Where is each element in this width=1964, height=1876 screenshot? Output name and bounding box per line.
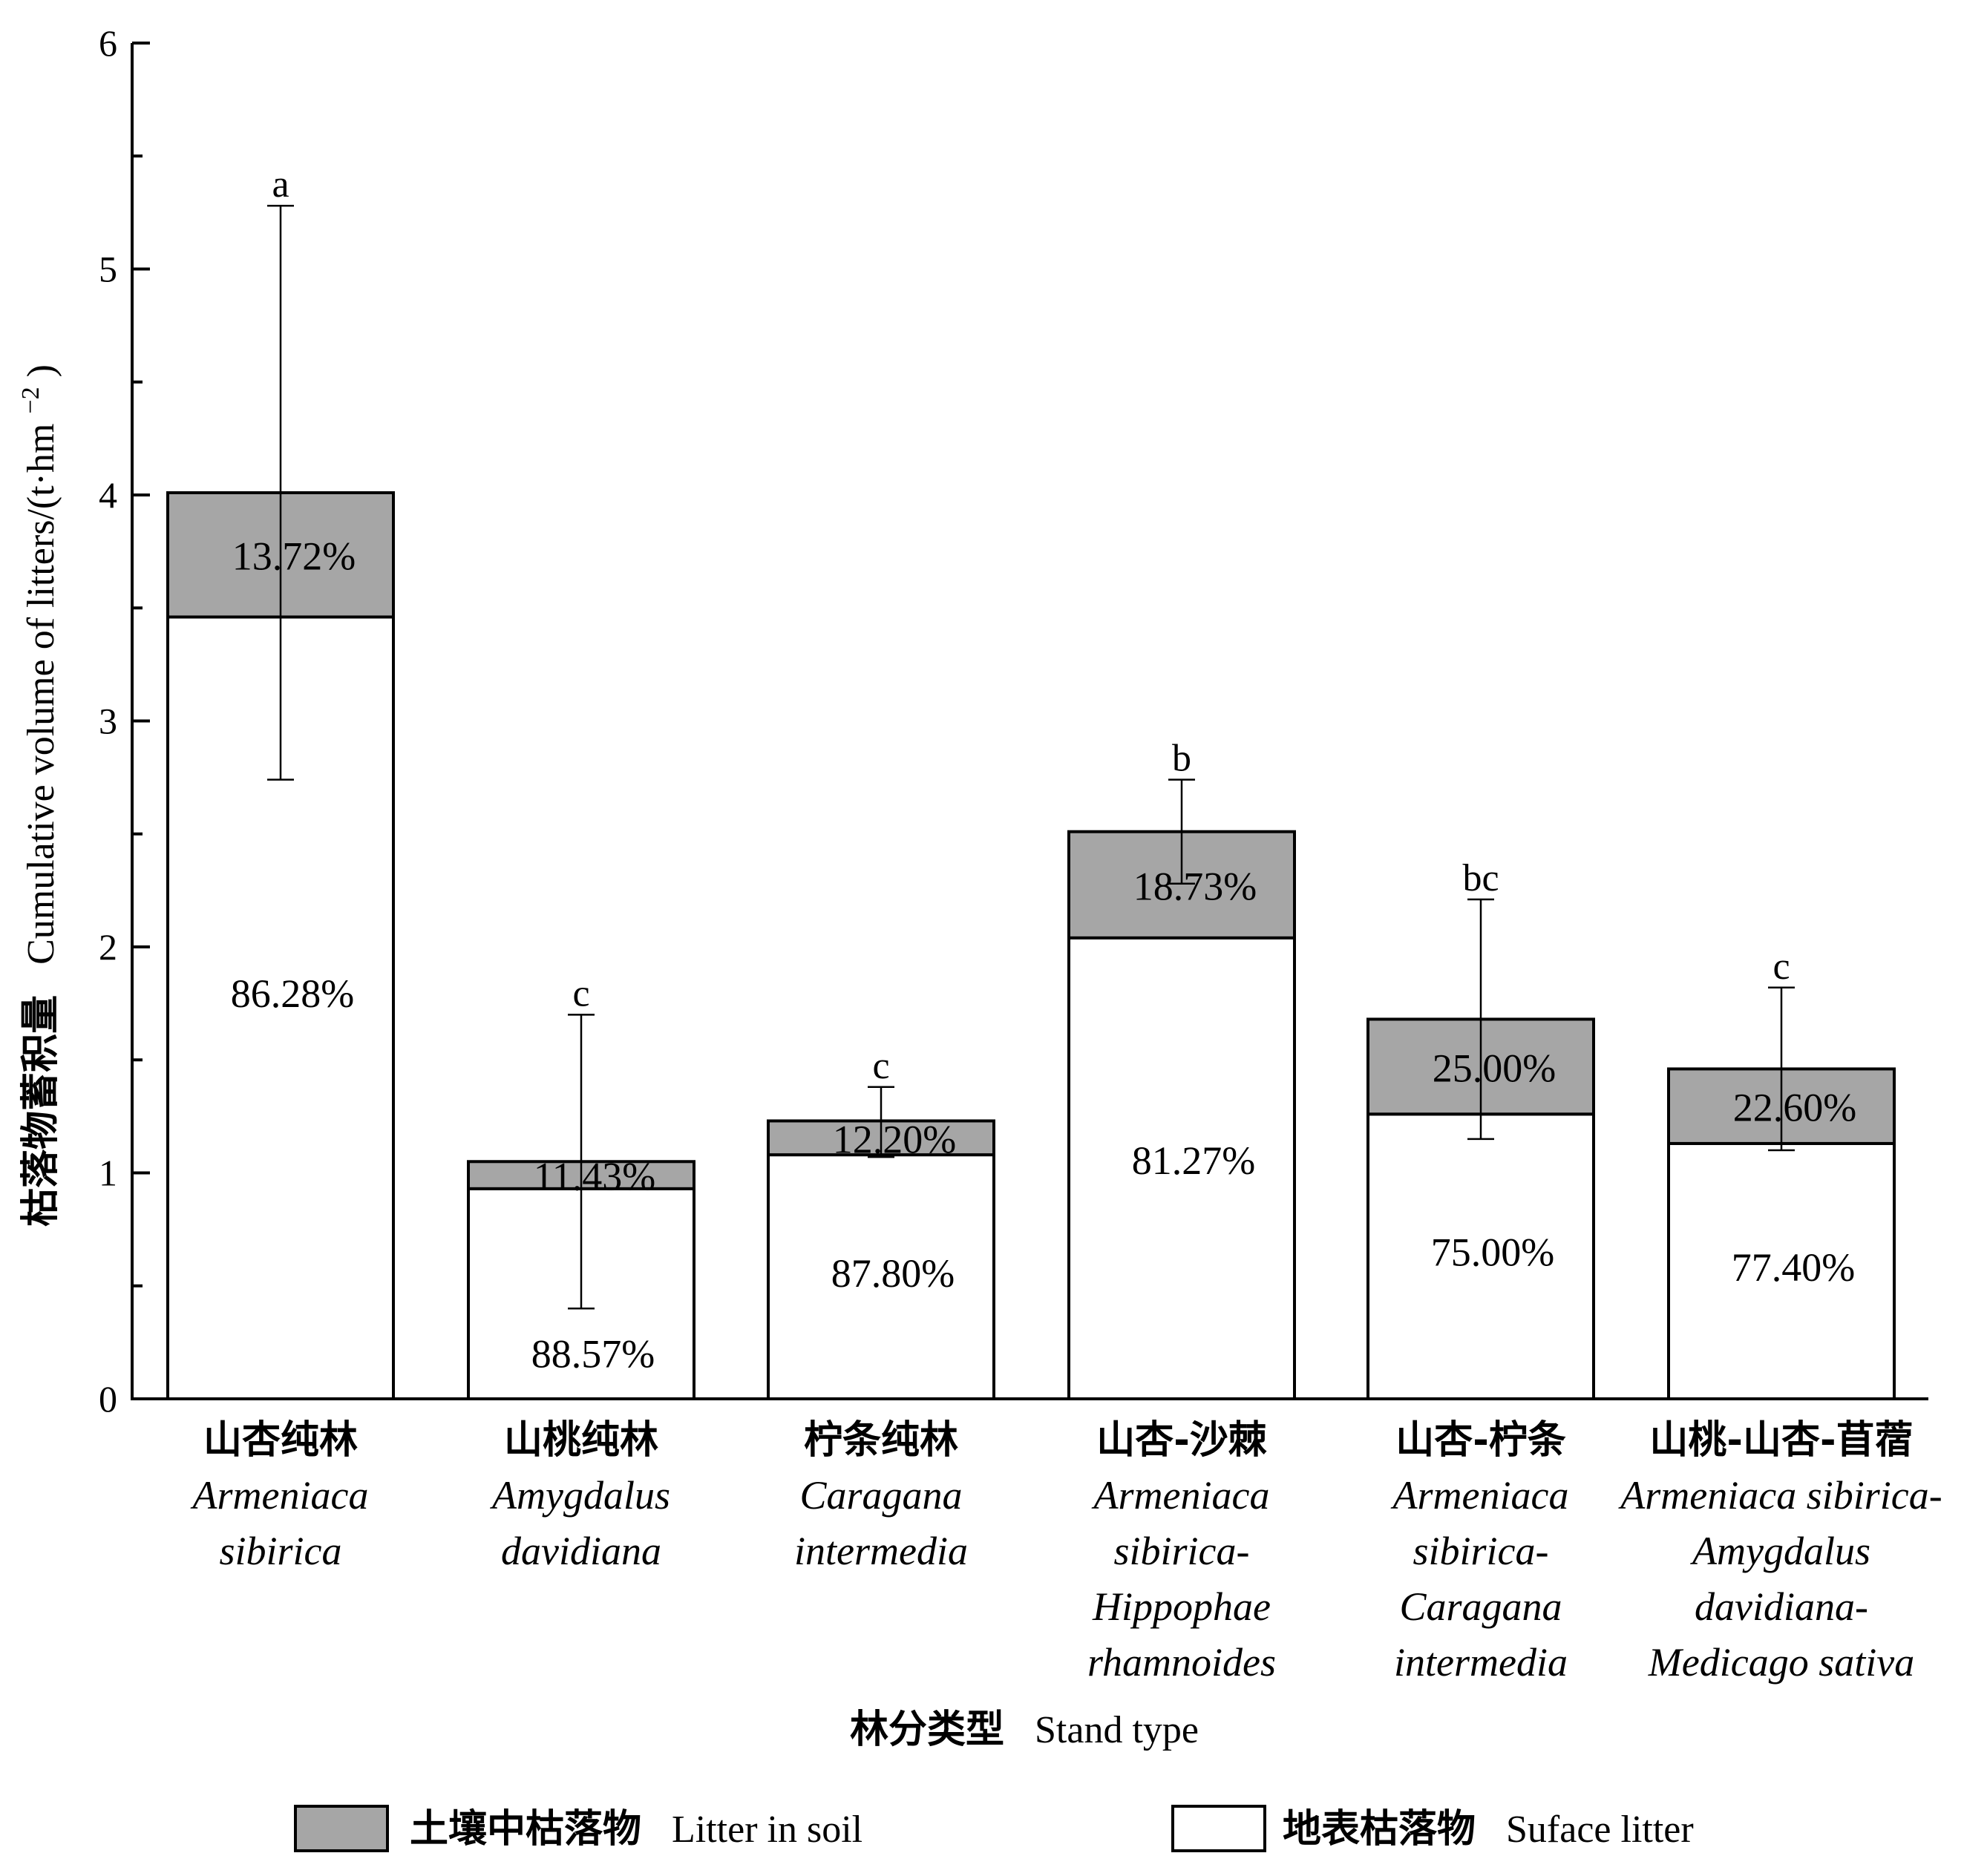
significance-letter: a (272, 163, 289, 206)
data-label-litter-in-soil: 11.43% (534, 1155, 655, 1199)
category-label-zh: 山杏-沙棘 (1096, 1418, 1267, 1463)
category-label-latin: Caragana (799, 1473, 962, 1518)
category-label-latin: Amygdalus (490, 1473, 670, 1518)
legend-label-en: Litter in soil (672, 1808, 862, 1851)
legend-label-zh: 地表枯落物 (1283, 1807, 1476, 1852)
data-label-surface-litter: 87.80% (831, 1251, 955, 1296)
category-label-latin: intermedia (794, 1529, 968, 1573)
error-bar (267, 204, 294, 781)
x-axis-title: 林分类型 Stand type (850, 1708, 1199, 1752)
data-label-litter-in-soil: 18.73% (1133, 864, 1257, 908)
significance-letter: c (572, 972, 589, 1014)
category-label-latin: Armeniaca sibirica- (1618, 1473, 1942, 1518)
data-label-surface-litter: 88.57% (531, 1332, 655, 1377)
error-bar (1768, 986, 1795, 1152)
legend-label-suface-litter: 地表枯落物 Suface litter (1283, 1807, 1694, 1852)
y-axis-title-zh: 枯落物蓄积量 (19, 995, 63, 1227)
data-label-litter-in-soil: 12.20% (833, 1117, 956, 1161)
category-label-latin: Armeniaca (191, 1473, 369, 1518)
category-label: 山桃纯林 Amygdalus davidiana (490, 1418, 670, 1573)
error-bar (868, 1086, 894, 1158)
category-label: 柠条纯林 Caragana intermedia (794, 1418, 968, 1573)
error-bar (1168, 778, 1195, 885)
category-label-latin: sibirica- (1413, 1529, 1549, 1573)
legend-swatch-suface-litter (1171, 1805, 1266, 1852)
y-tick-label: 3 (99, 701, 117, 742)
bar-segment-surface-litter (767, 1153, 995, 1400)
axes (131, 43, 1928, 1400)
x-axis-title-zh: 林分类型 (850, 1708, 1004, 1752)
category-label: 山杏-沙棘 Armeniaca sibirica- Hippophae rhamnoid… (1087, 1418, 1276, 1685)
legend-label-en: Suface litter (1506, 1808, 1694, 1851)
category-label-zh: 山桃纯林 (504, 1418, 658, 1463)
category-label-latin: Medicago sativa (1648, 1640, 1914, 1685)
significance-letter: bc (1462, 857, 1499, 899)
data-label-surface-litter: 75.00% (1431, 1230, 1554, 1274)
data-label-litter-in-soil: 22.60% (1733, 1086, 1856, 1130)
legend-item-litter-in-soil: 土壤中枯落物 Litter in soil (294, 1805, 862, 1852)
significance-letter: c (1772, 945, 1790, 988)
legend-item-suface-litter: 地表枯落物 Suface litter (1171, 1805, 1694, 1852)
category-label-latin: Amygdalus (1690, 1529, 1870, 1573)
bars: a 13.72% 86.28% c 11.43% 88.57% c 12.20% 87.80% b… (166, 163, 1896, 1401)
x-category-labels: 山杏纯林 Armeniaca sibirica 山桃纯林 Amygdalus davidi… (191, 1418, 1942, 1685)
y-tick-label: 2 (99, 926, 117, 968)
error-bar (1467, 898, 1494, 1141)
bar-segment-surface-litter (1667, 1141, 1896, 1401)
legend: 土壤中枯落物 Litter in soil 地表枯落物 Suface litte… (294, 1805, 1694, 1852)
bar-group: c 22.60% 77.40% (1667, 945, 1896, 1401)
data-label-surface-litter: 81.27% (1132, 1138, 1255, 1183)
y-tick-label: 5 (99, 249, 117, 290)
category-label: 山杏-柠条 Armeniaca sibirica- Caragana intermedi… (1391, 1418, 1569, 1685)
bar-group: b 18.73% 81.27% (1067, 738, 1296, 1400)
bar-group: c 11.43% 88.57% (467, 972, 695, 1400)
data-label-litter-in-soil: 13.72% (232, 534, 356, 579)
category-label-latin: davidiana (501, 1529, 661, 1573)
y-tick-label: 0 (99, 1378, 117, 1420)
category-label-latin: sibirica (219, 1529, 341, 1573)
legend-swatch-litter-in-soil (294, 1805, 389, 1852)
y-axis-title-close: ) (20, 364, 62, 377)
y-axis-title-en: Cumulative volume of litters/(t·hm (20, 424, 62, 965)
category-label-zh: 山桃-山杏-苜蓿 (1649, 1418, 1913, 1463)
category-label-latin: Caragana (1399, 1584, 1562, 1629)
category-label-latin: rhamnoides (1087, 1640, 1276, 1685)
data-label-litter-in-soil: 25.00% (1433, 1046, 1556, 1090)
significance-letter: b (1172, 738, 1191, 780)
y-axis-title: 枯落物蓄积量 Cumulative volume of litters/(t·h… (5, 364, 63, 1227)
error-bar (568, 1014, 595, 1310)
y-tick-label: 6 (99, 22, 117, 64)
bar-group: c 12.20% 87.80% (767, 1045, 995, 1400)
category-label-latin: sibirica- (1114, 1529, 1250, 1573)
category-label-latin: Armeniaca (1391, 1473, 1569, 1518)
category-label-zh: 山杏-柠条 (1395, 1418, 1566, 1463)
category-label: 山桃-山杏-苜蓿 Armeniaca sibirica- Amygdalus davi… (1618, 1418, 1942, 1685)
legend-label-litter-in-soil: 土壤中枯落物 Litter in soil (410, 1807, 862, 1852)
category-label-zh: 山杏纯林 (203, 1418, 358, 1463)
bar-group: a 13.72% 86.28% (166, 163, 395, 1400)
category-label-latin: Armeniaca (1092, 1473, 1270, 1518)
category-label-zh: 柠条纯林 (804, 1418, 958, 1463)
bar-group: bc 25.00% 75.00% (1366, 857, 1595, 1400)
data-label-surface-litter: 86.28% (231, 971, 354, 1016)
y-ticks: 0 1 2 3 4 5 6 (99, 22, 150, 1420)
y-axis-title-sup: −2 (17, 387, 45, 413)
category-label: 山杏纯林 Armeniaca sibirica (191, 1418, 369, 1573)
category-label-latin: intermedia (1394, 1640, 1568, 1685)
y-tick-label: 4 (99, 474, 117, 516)
significance-letter: c (872, 1045, 889, 1087)
data-label-surface-litter: 77.40% (1732, 1245, 1855, 1290)
legend-label-zh: 土壤中枯落物 (410, 1807, 641, 1852)
category-label-latin: Hippophae (1092, 1584, 1271, 1629)
category-label-latin: davidiana- (1695, 1584, 1868, 1629)
x-axis-title-en: Stand type (1035, 1709, 1199, 1751)
y-tick-label: 1 (99, 1152, 117, 1194)
